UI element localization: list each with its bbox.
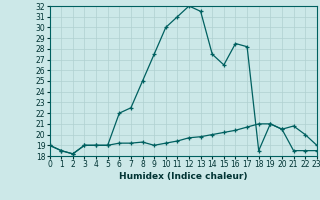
X-axis label: Humidex (Indice chaleur): Humidex (Indice chaleur) (119, 172, 247, 181)
